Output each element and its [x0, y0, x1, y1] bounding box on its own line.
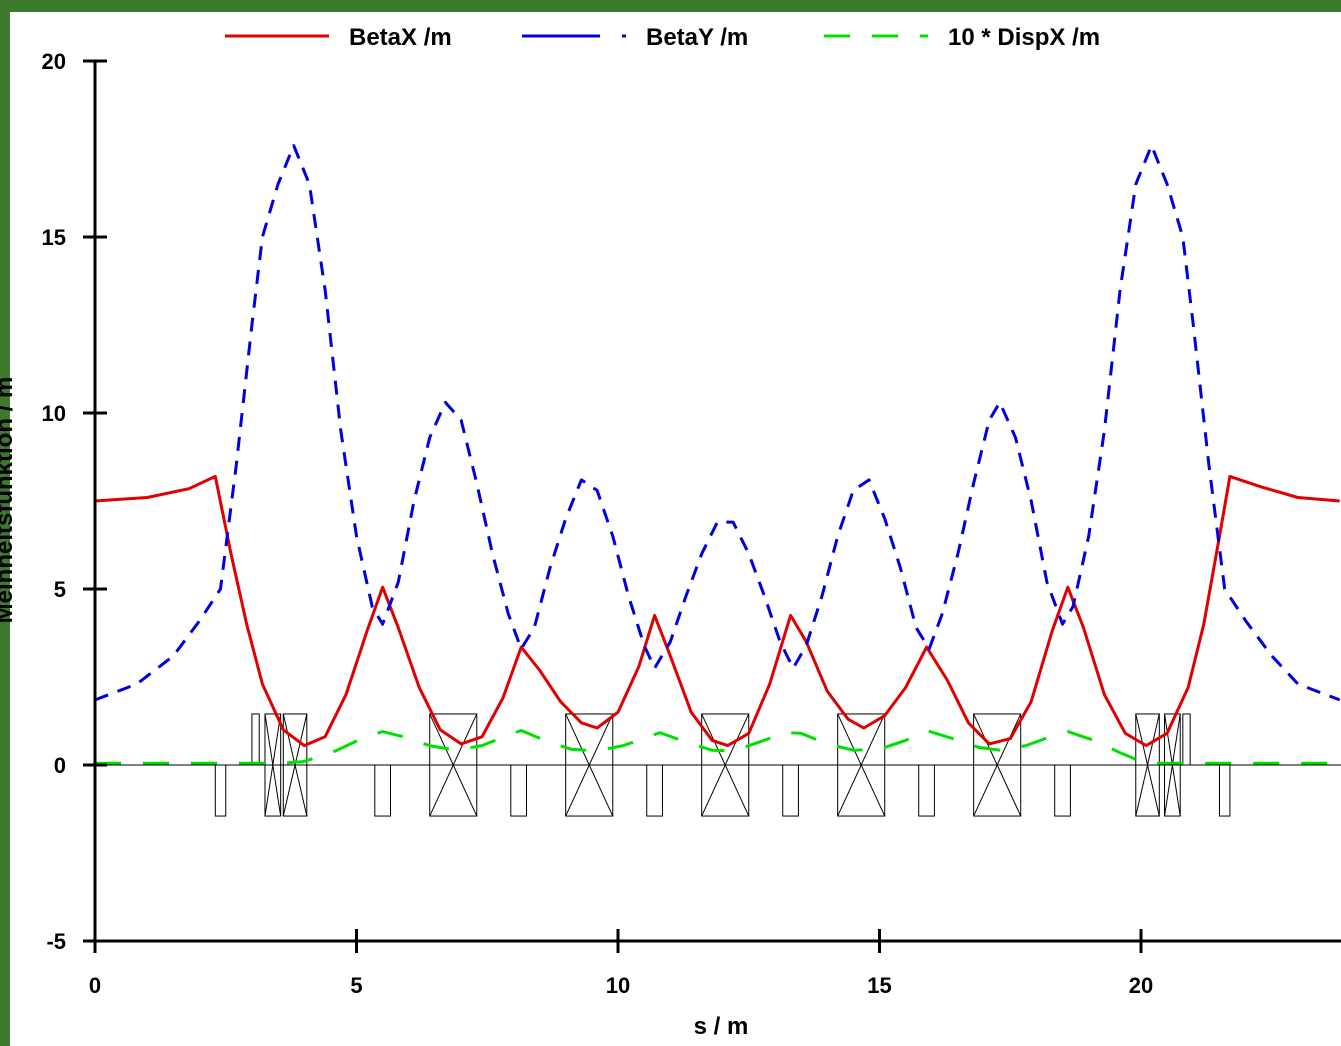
y-tick-label-5: 20 [42, 49, 66, 74]
y-tick-label-4: 15 [42, 225, 66, 250]
series-line-1 [94, 144, 1341, 702]
axes [93, 60, 1341, 943]
y-axis-label: Meinheitsfunktion / m [0, 377, 18, 624]
series-lines [94, 144, 1341, 765]
bend-magnet-8 [646, 764, 663, 817]
bend-magnet-6 [510, 764, 527, 817]
x-tick-label-4: 20 [1129, 973, 1153, 998]
legend-label-1: BetaY /m [646, 24, 748, 51]
y-tick-label-0: -5 [46, 929, 66, 954]
legend-label-0: BetaX /m [349, 24, 452, 51]
bend-magnet-12 [918, 764, 935, 817]
y-tick-label-2: 5 [54, 577, 66, 602]
series-line-0 [94, 474, 1340, 748]
x-tick-label-1: 5 [350, 973, 362, 998]
bend-magnet-0 [214, 764, 227, 817]
legend: BetaX /m BetaY /m 10 * DispX /m [225, 24, 1100, 51]
y-tick-label-3: 10 [42, 401, 66, 426]
x-tick-label-2: 10 [606, 973, 630, 998]
bend-magnet-18 [1218, 764, 1231, 817]
y-tick-label-1: 0 [54, 753, 66, 778]
corrector-magnet-1 [251, 713, 260, 766]
tick-marks: 0 5 10 15 20 -5 0 5 10 15 20 [42, 49, 1154, 998]
series-line-2 [95, 729, 1340, 765]
x-axis-label: s / m [694, 1013, 749, 1040]
x-tick-label-3: 15 [867, 973, 891, 998]
bend-magnet-10 [782, 764, 799, 817]
bend-magnet-4 [374, 764, 391, 817]
legend-label-2: 10 * DispX /m [948, 24, 1100, 51]
bend-magnet-14 [1054, 764, 1071, 817]
x-tick-label-0: 0 [89, 973, 101, 998]
plot-area [10, 12, 1341, 1046]
corrector-magnet-17 [1182, 713, 1191, 766]
